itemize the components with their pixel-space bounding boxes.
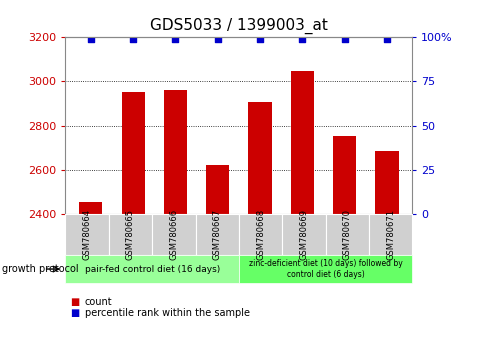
Text: ■: ■ <box>70 308 79 318</box>
Text: zinc-deficient diet (10 days) followed by
control diet (6 days): zinc-deficient diet (10 days) followed b… <box>248 259 402 279</box>
Bar <box>121 92 144 214</box>
Point <box>256 36 263 42</box>
Point <box>340 36 348 42</box>
Point <box>298 36 305 42</box>
Text: GSM780668: GSM780668 <box>256 209 264 260</box>
Bar <box>164 90 187 214</box>
Bar <box>333 136 355 214</box>
Bar <box>79 202 102 214</box>
Text: GSM780665: GSM780665 <box>126 209 135 260</box>
Bar <box>290 72 313 214</box>
Point <box>213 36 221 42</box>
Bar <box>248 102 271 214</box>
Text: GSM780671: GSM780671 <box>385 209 394 260</box>
Point <box>129 36 137 42</box>
Text: ■: ■ <box>70 297 79 307</box>
Text: growth protocol: growth protocol <box>2 264 79 274</box>
Text: pair-fed control diet (16 days): pair-fed control diet (16 days) <box>84 264 219 274</box>
Bar <box>206 165 229 214</box>
Text: GSM780670: GSM780670 <box>342 209 351 260</box>
Title: GDS5033 / 1399003_at: GDS5033 / 1399003_at <box>150 18 327 34</box>
Text: percentile rank within the sample: percentile rank within the sample <box>85 308 249 318</box>
Text: count: count <box>85 297 112 307</box>
Text: GSM780667: GSM780667 <box>212 209 221 260</box>
Point <box>382 36 390 42</box>
Text: GSM780666: GSM780666 <box>169 209 178 260</box>
Text: GSM780664: GSM780664 <box>82 209 91 260</box>
Text: GSM780669: GSM780669 <box>299 209 308 260</box>
Point <box>171 36 179 42</box>
Bar <box>375 151 398 214</box>
Point <box>87 36 94 42</box>
